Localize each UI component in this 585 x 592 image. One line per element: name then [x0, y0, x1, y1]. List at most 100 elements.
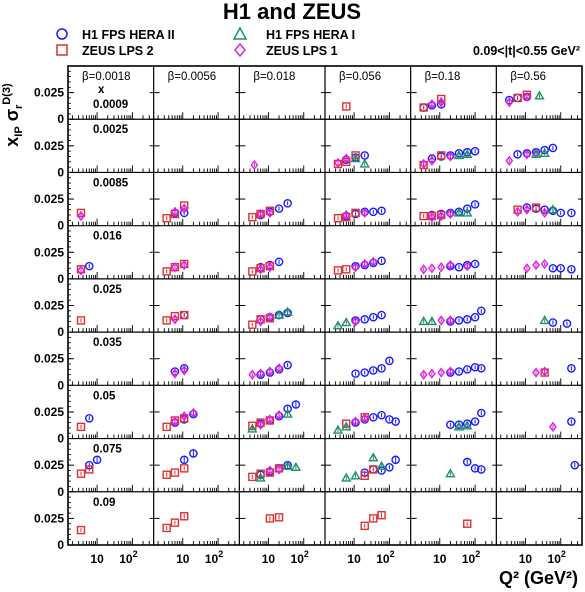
y-tick-label: 0.025 — [34, 139, 64, 153]
beta-label: β=0.056 — [339, 71, 381, 83]
point-zeus-lps2 — [463, 519, 472, 528]
point-zeus-lps2 — [180, 310, 189, 320]
point-h1-hera-ii — [454, 316, 464, 325]
point-zeus-lps1 — [189, 407, 198, 419]
point-zeus-lps1 — [266, 465, 274, 476]
legend-label-h1-fps-hera-ii: H1 FPS HERA II — [82, 28, 175, 42]
xip-label: 0.016 — [93, 231, 122, 243]
point-zeus-lps1 — [523, 149, 531, 160]
point-h1-hera-i — [462, 148, 473, 159]
point-zeus-lps1 — [463, 260, 472, 272]
point-h1-hera-ii — [369, 366, 378, 375]
legend-label-zeus-lps-1: ZEUS LPS 1 — [266, 44, 338, 58]
point-zeus-lps2 — [76, 469, 86, 478]
point-zeus-lps1 — [180, 411, 189, 422]
legend-label-h1-fps-hera-i: H1 FPS HERA I — [266, 28, 355, 42]
x-tick-label: 10 — [90, 552, 104, 566]
y-tick-label: 0 — [57, 219, 64, 233]
point-h1-hera-ii — [567, 417, 576, 426]
point-h1-hera-i — [453, 421, 465, 431]
point-h1-hera-i — [462, 420, 473, 430]
point-zeus-lps2 — [85, 465, 94, 474]
point-h1-hera-i — [453, 150, 465, 160]
point-zeus-lps2 — [437, 151, 446, 160]
point-h1-hera-ii — [274, 204, 284, 213]
point-h1-hera-ii — [462, 315, 472, 324]
point-h1-hera-i — [445, 468, 456, 478]
panel-grid: 0 0.025 0 0.025 0 0.025 0 0.025 0 0.025 0 0.025 0 0.0… — [34, 65, 583, 566]
point-zeus-lps2 — [333, 266, 343, 275]
point-zeus-lps1 — [513, 206, 522, 217]
point-zeus-lps1 — [428, 99, 436, 110]
point-zeus-lps1 — [256, 316, 265, 327]
point-zeus-lps1 — [523, 263, 531, 274]
x-tick-label: 10 — [176, 552, 190, 566]
point-h1-hera-i — [426, 316, 438, 326]
point-zeus-lps1 — [171, 206, 179, 217]
point-h1-hera-i — [418, 316, 429, 326]
point-zeus-lps1 — [419, 158, 428, 170]
y-tick-label: 0.025 — [34, 405, 64, 419]
point-h1-hera-ii — [283, 360, 292, 370]
point-zeus-lps1 — [437, 97, 446, 108]
point-zeus-lps2 — [248, 472, 257, 482]
chart-title: H1 and ZEUS — [223, 0, 361, 24]
point-h1-hera-ii — [283, 199, 292, 208]
point-h1-hera-ii — [476, 364, 486, 373]
point-zeus-lps2 — [170, 468, 180, 477]
point-h1-hera-ii — [360, 368, 370, 377]
point-zeus-lps2 — [248, 320, 257, 329]
point-zeus-lps1 — [523, 91, 531, 103]
y-tick-label: 0.025 — [34, 245, 64, 259]
point-h1-hera-ii — [548, 318, 558, 327]
point-zeus-lps1 — [266, 312, 274, 323]
point-zeus-lps1 — [256, 419, 265, 430]
y-tick-label: 0.025 — [34, 299, 64, 313]
point-h1-hera-ii — [377, 256, 386, 266]
beta-label: β=0.0056 — [168, 71, 217, 83]
xip-label: 0.025 — [93, 284, 122, 296]
point-zeus-lps2 — [162, 523, 171, 533]
point-zeus-lps1 — [446, 366, 455, 377]
point-zeus-lps1 — [446, 315, 455, 326]
point-zeus-lps1 — [256, 264, 265, 275]
point-zeus-lps1 — [446, 151, 455, 162]
y-tick-label: 0 — [57, 432, 64, 446]
point-h1-hera-ii — [92, 455, 102, 465]
y-tick-label: 0 — [57, 538, 64, 552]
point-h1-hera-ii — [385, 356, 394, 366]
point-h1-hera-i — [282, 460, 293, 470]
point-zeus-lps1 — [523, 204, 531, 215]
point-h1-hera-i — [368, 452, 379, 462]
point-h1-hera-ii — [377, 410, 386, 420]
point-zeus-lps2 — [162, 316, 171, 325]
point-zeus-lps1 — [171, 262, 179, 273]
point-zeus-lps1 — [248, 369, 257, 380]
point-h1-hera-i — [341, 317, 352, 327]
point-h1-hera-i — [282, 408, 293, 418]
beta-label: β=0.56 — [510, 71, 546, 83]
point-zeus-lps1 — [505, 97, 514, 108]
point-h1-hera-i — [350, 153, 361, 163]
point-h1-hera-ii — [462, 365, 472, 374]
point-zeus-lps1 — [171, 314, 179, 325]
point-h1-hera-ii — [470, 417, 480, 426]
point-zeus-lps1 — [266, 366, 274, 377]
point-zeus-lps1 — [369, 256, 378, 268]
point-h1-hera-i — [332, 320, 344, 330]
point-h1-hera-ii — [567, 208, 576, 218]
x-tick-label: 10 — [519, 552, 533, 566]
point-h1-hera-ii — [462, 457, 472, 467]
y-tick-label: 0.025 — [34, 352, 64, 366]
point-h1-hera-i — [273, 309, 285, 319]
beta-label: β=0.0018 — [82, 71, 131, 83]
point-zeus-lps1 — [256, 208, 265, 220]
point-zeus-lps2 — [360, 471, 369, 481]
point-h1-hera-i — [341, 472, 352, 482]
point-zeus-lps1 — [180, 203, 189, 214]
x-tick-label: 102 — [119, 549, 137, 566]
point-zeus-lps1 — [428, 211, 436, 223]
point-zeus-lps1 — [351, 416, 360, 427]
point-zeus-lps1 — [266, 207, 274, 219]
point-h1-hera-ii — [476, 306, 486, 316]
